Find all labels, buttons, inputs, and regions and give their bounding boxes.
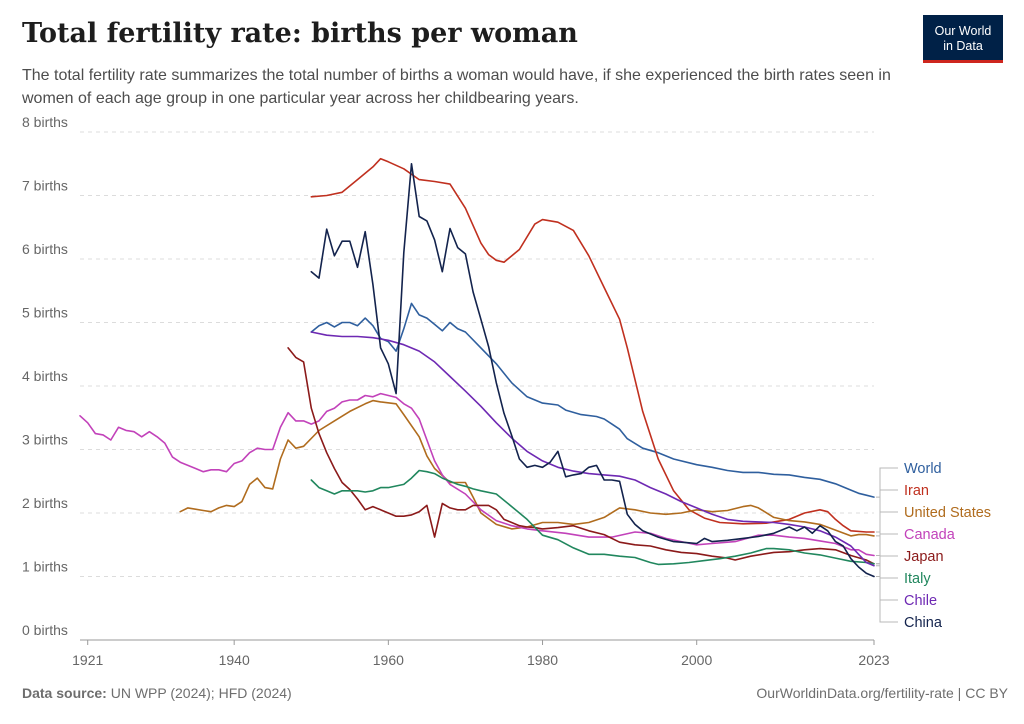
y-tick-label: 5 births bbox=[22, 305, 68, 321]
legend-label-canada[interactable]: Canada bbox=[904, 527, 956, 543]
legend-leader-line bbox=[876, 533, 898, 556]
legend-leader-line bbox=[876, 511, 898, 537]
data-source-label: Data source: bbox=[22, 685, 107, 701]
footer-attribution: OurWorldinData.org/fertility-rate | CC B… bbox=[756, 685, 1008, 701]
y-tick-label: 7 births bbox=[22, 178, 68, 194]
y-tick-label: 2 births bbox=[22, 495, 68, 511]
y-tick-label: 4 births bbox=[22, 368, 68, 384]
x-tick-label: 2000 bbox=[681, 652, 712, 668]
series-line-japan[interactable] bbox=[287, 347, 875, 565]
series-line-china[interactable] bbox=[310, 163, 875, 578]
legend-label-italy[interactable]: Italy bbox=[904, 571, 931, 587]
series-line-italy[interactable] bbox=[310, 469, 875, 566]
series-line-chile[interactable] bbox=[310, 331, 875, 567]
legend-label-china[interactable]: China bbox=[904, 615, 943, 631]
chart-subtitle: The total fertility rate summarizes the … bbox=[22, 67, 891, 107]
legend-leader-line bbox=[876, 565, 898, 601]
logo-line-1: Our World bbox=[934, 24, 992, 38]
y-tick-label: 1 births bbox=[22, 559, 68, 575]
y-tick-label: 6 births bbox=[22, 241, 68, 257]
y-tick-label: 3 births bbox=[22, 432, 68, 448]
legend-leader-line bbox=[876, 467, 898, 498]
footer-separator: | bbox=[957, 685, 962, 701]
series-line-iran[interactable] bbox=[310, 157, 875, 533]
line-chart: 0 births 1 births 2 births 3 births 4 births… bbox=[22, 114, 991, 668]
legend-leader-line bbox=[876, 576, 898, 623]
legend-label-japan[interactable]: Japan bbox=[904, 549, 944, 565]
x-tick-label: 1980 bbox=[527, 652, 558, 668]
legend: World Iran United States Canada Japan Italy Ch… bbox=[876, 461, 991, 631]
legend-label-iran[interactable]: Iran bbox=[904, 483, 929, 499]
data-source-text: UN WPP (2024); HFD (2024) bbox=[110, 685, 292, 701]
x-tick-label: 2023 bbox=[858, 652, 889, 668]
legend-leader-line bbox=[876, 489, 898, 533]
y-tick-label: 8 births bbox=[22, 114, 68, 130]
series-line-canada[interactable] bbox=[79, 392, 875, 557]
legend-label-united-states[interactable]: United States bbox=[904, 505, 991, 521]
series-line-united-states[interactable] bbox=[179, 399, 875, 537]
chart-title: Total fertility rate: births per woman bbox=[22, 18, 578, 49]
x-tick-label: 1960 bbox=[373, 652, 404, 668]
axis-labels: 0 births 1 births 2 births 3 births 4 births… bbox=[22, 114, 890, 668]
series-line-world[interactable] bbox=[310, 302, 875, 498]
legend-leader-line bbox=[876, 555, 898, 565]
source-link[interactable]: OurWorldinData.org/fertility-rate bbox=[756, 685, 954, 701]
grid-lines bbox=[80, 131, 874, 641]
legend-label-chile[interactable]: Chile bbox=[904, 593, 937, 609]
data-source: Data source: UN WPP (2024); HFD (2024) bbox=[22, 685, 292, 701]
series-lines bbox=[79, 157, 875, 578]
y-tick-label: 0 births bbox=[22, 622, 68, 638]
x-tick-label: 1921 bbox=[72, 652, 103, 668]
x-tick-label: 1940 bbox=[219, 652, 250, 668]
owid-logo[interactable]: Our World in Data bbox=[923, 15, 1003, 63]
license-link[interactable]: CC BY bbox=[965, 685, 1008, 701]
legend-label-world[interactable]: World bbox=[904, 461, 942, 477]
logo-line-2: in Data bbox=[943, 39, 983, 53]
